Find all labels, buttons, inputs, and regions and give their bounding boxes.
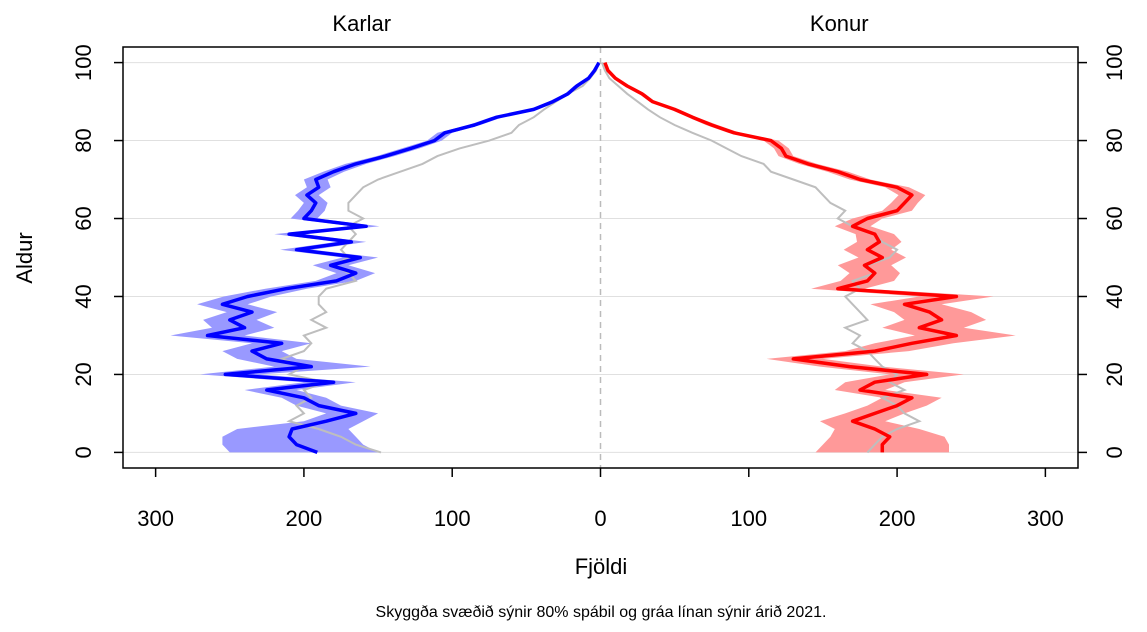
caption: Skyggða svæðið sýnir 80% spábil og gráa … <box>376 604 827 621</box>
panel-title: Karlar <box>332 11 391 36</box>
y-tick-label-right: 60 <box>1102 206 1127 230</box>
reference-line <box>278 62 600 454</box>
x-tick-label: 100 <box>434 506 471 531</box>
median-line <box>603 61 959 453</box>
x-tick-label: 100 <box>730 506 767 531</box>
y-tick-label: 60 <box>71 206 96 230</box>
y-tick-label-right: 40 <box>1102 284 1127 308</box>
y-axis-label: Aldur <box>12 232 37 283</box>
y-tick-label-right: 80 <box>1102 128 1127 152</box>
y-tick-label: 0 <box>71 446 96 458</box>
panel-title: Konur <box>810 11 869 36</box>
y-tick-label: 100 <box>71 44 96 81</box>
prediction-band <box>170 62 601 453</box>
y-tick-label-right: 0 <box>1102 446 1127 458</box>
x-tick-label: 0 <box>594 506 606 531</box>
y-tick-label-right: 20 <box>1102 362 1127 386</box>
x-tick-label: 200 <box>879 506 916 531</box>
y-tick-label-right: 100 <box>1102 44 1127 81</box>
y-tick-label: 40 <box>71 284 96 308</box>
y-tick-label: 80 <box>71 128 96 152</box>
reference-line <box>601 62 922 454</box>
x-tick-label: 200 <box>286 506 323 531</box>
median-line <box>205 61 601 455</box>
x-axis-label: Fjöldi <box>575 554 628 579</box>
x-tick-label: 300 <box>1027 506 1064 531</box>
y-tick-label: 20 <box>71 362 96 386</box>
x-tick-label: 300 <box>137 506 174 531</box>
